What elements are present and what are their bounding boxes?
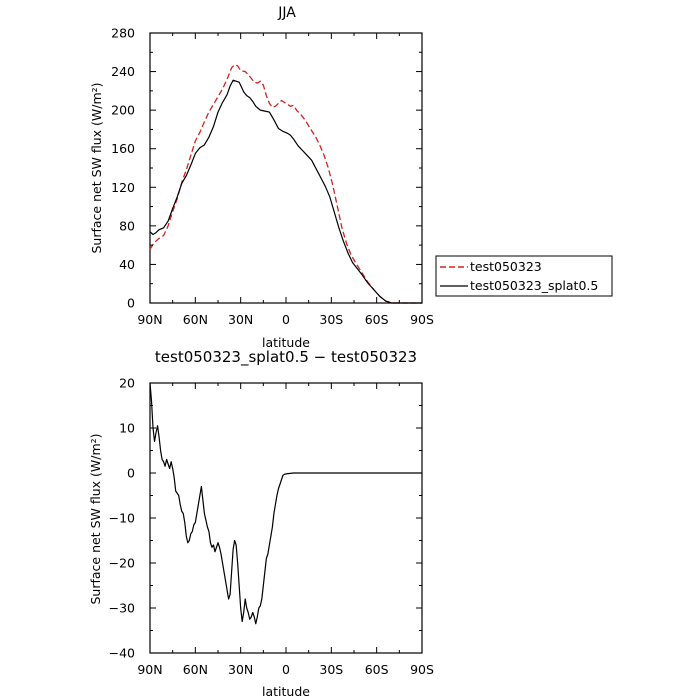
bottom-x-tick-label: 90N [137,662,162,677]
bottom-y-axis: −40 −30 −20 −10 0 10 20 [109,376,422,661]
top-y-tick-label: 80 [119,218,135,233]
bottom-y-tick-label: 20 [119,376,135,391]
top-y-tick-label: 240 [111,64,135,79]
top-y-tick-label: 40 [119,257,135,272]
top-series-group [149,64,422,304]
top-panel: JJA 90N 60N 30N 0 30S 60S 90S 0 40 80 120 160 200 24… [89,5,434,350]
top-plot-frame [149,32,423,304]
top-y-tick-label: 0 [127,296,135,311]
top-y-axis: 0 40 80 120 160 200 240 280 [111,26,422,311]
top-x-tick-label: 0 [282,312,290,327]
bottom-x-tick-label: 60N [183,662,208,677]
bottom-y-tick-label: −40 [109,646,135,661]
top-x-tick-label: 90S [410,312,434,327]
bottom-y-tick-label: 10 [119,421,135,436]
bottom-x-axis: 90N 60N 30N 0 30S 60S 90S [137,383,434,677]
bottom-x-tick-label: 30S [319,662,343,677]
bottom-x-tick-label: 30N [228,662,253,677]
top-x-tick-label: 60N [183,312,208,327]
bottom-x-tick-label: 0 [282,662,290,677]
bottom-plot-frame [149,382,423,654]
bottom-chart-title: test050323_splat0.5 − test050323 [155,348,417,367]
top-y-tick-label: 160 [111,141,135,156]
top-y-tick-label: 200 [111,103,135,118]
bottom-y-tick-label: 0 [127,466,135,481]
top-series-line-2 [149,79,422,304]
bottom-x-tick-label: 60S [365,662,389,677]
top-y-axis-label: Surface net SW flux (W/m²) [89,82,104,253]
bottom-y-tick-label: −10 [109,511,135,526]
legend: test050323 test050323_splat0.5 [435,255,613,297]
bottom-panel: test050323_splat0.5 − test050323 90N 60N 3… [88,348,434,699]
legend-label-series-2: test050323_splat0.5 [470,278,598,293]
top-x-tick-label: 90N [137,312,162,327]
top-x-tick-label: 30S [319,312,343,327]
top-chart-title: JJA [277,5,296,21]
bottom-x-tick-label: 90S [410,662,434,677]
top-x-tick-label: 30N [228,312,253,327]
bottom-y-axis-label: Surface net SW flux (W/m²) [88,433,103,604]
legend-label-series-1: test050323 [470,259,542,274]
top-y-tick-label: 120 [111,180,135,195]
bottom-y-tick-label: −30 [109,601,135,616]
bottom-series-group [149,382,422,625]
bottom-x-axis-label: latitude [262,684,310,699]
top-y-tick-label: 280 [111,26,135,41]
top-x-axis-label: latitude [262,335,310,350]
bottom-y-tick-label: −20 [109,556,135,571]
bottom-series-line-1 [149,382,422,625]
top-x-axis: 90N 60N 30N 0 30S 60S 90S [137,33,434,327]
top-x-tick-label: 60S [365,312,389,327]
top-series-line-1 [149,64,422,304]
legend-box [435,255,613,297]
